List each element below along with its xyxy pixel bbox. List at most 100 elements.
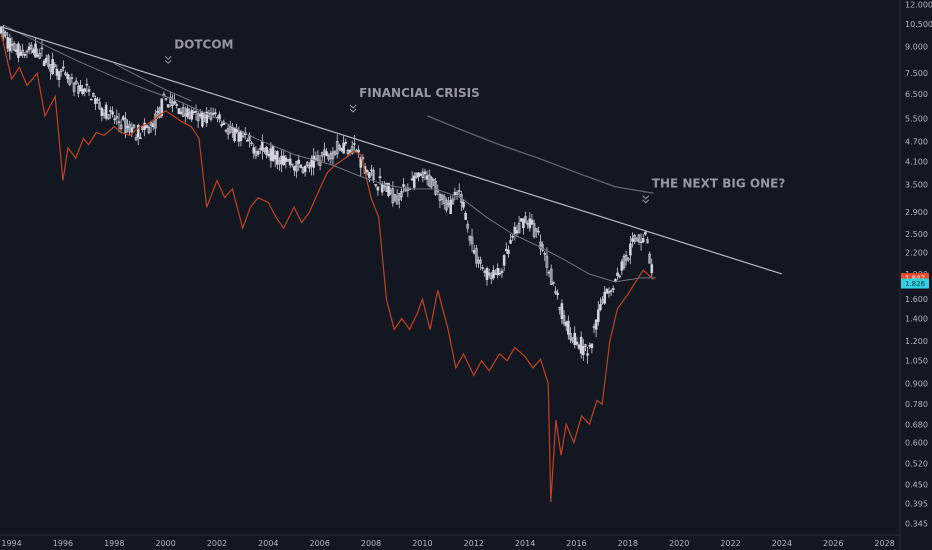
candle-body — [498, 272, 502, 275]
candle-body — [417, 172, 420, 178]
y-tick-label: 4.700 — [905, 138, 928, 147]
candle-body — [256, 150, 260, 155]
candle-body — [126, 126, 129, 129]
candle-body — [348, 149, 352, 153]
candle-body — [611, 288, 615, 290]
candle-body — [387, 182, 390, 196]
candle-body — [261, 141, 264, 151]
candle-body — [594, 319, 598, 330]
candle-body — [376, 186, 380, 191]
candle-body — [106, 114, 110, 120]
candle-body — [374, 183, 378, 186]
x-tick-label: 2012 — [464, 539, 484, 548]
candle-body — [32, 49, 35, 53]
price-tag-text: 1.826 — [905, 280, 926, 288]
candle-body — [70, 77, 74, 79]
candle-body — [485, 267, 489, 280]
candle-body — [154, 113, 157, 129]
candle-body — [196, 113, 200, 122]
candle-body — [265, 146, 268, 156]
plot-area[interactable] — [0, 24, 783, 502]
candle-body — [492, 270, 495, 279]
candle-body — [297, 159, 301, 164]
candle-body — [470, 236, 474, 245]
candle-body — [479, 259, 482, 264]
candle-body — [588, 345, 592, 347]
candle-body — [295, 160, 298, 172]
candle-body — [549, 268, 553, 285]
candle-body — [23, 53, 27, 56]
candle-body — [177, 108, 181, 115]
candle-body — [166, 104, 170, 108]
y-tick-label: 0.600 — [905, 439, 928, 448]
x-tick-label: 2028 — [874, 539, 894, 548]
x-tick-label: 2026 — [823, 539, 843, 548]
candle-body — [646, 239, 649, 244]
candle-body — [641, 238, 645, 243]
candle-body — [55, 68, 59, 76]
candle-body — [312, 155, 315, 168]
candle-body — [573, 332, 577, 346]
y-tick-label: 3.500 — [905, 181, 928, 190]
candle-body — [515, 230, 519, 234]
candle-body — [560, 303, 564, 319]
candle-body — [186, 108, 189, 117]
y-tick-label: 0.395 — [905, 500, 928, 509]
candle-body — [273, 154, 277, 160]
y-tick-label: 2.900 — [905, 208, 928, 217]
candle-body — [147, 126, 151, 134]
candle-body — [648, 253, 651, 264]
candle-body — [472, 250, 476, 254]
candle-body — [618, 275, 621, 278]
candle-body — [252, 147, 256, 154]
x-tick-label: 2008 — [361, 539, 381, 548]
candle-body — [502, 255, 506, 266]
candle-body — [453, 192, 457, 196]
candle-body — [487, 272, 491, 276]
x-tick-label: 1998 — [104, 539, 124, 548]
candle-body — [0, 26, 3, 34]
chevron-down-icon — [164, 55, 172, 65]
candle-body — [81, 88, 84, 94]
y-tick-label: 4.100 — [905, 157, 928, 166]
candle-body — [445, 199, 448, 211]
candle-body — [211, 113, 215, 115]
candle-body — [85, 83, 89, 86]
candle-body — [91, 93, 95, 98]
candle-body — [318, 160, 322, 166]
candle-body — [282, 155, 286, 166]
time-axis[interactable]: 1994 1996 1998 2000 2002 2004 2006 2008 2010 2012… — [1, 539, 894, 548]
candle-body — [139, 137, 142, 139]
annotations: DOTCOM FINANCIAL CRISIS THE NEXT BIG ONE? — [164, 37, 786, 204]
y-tick-label: 0.680 — [905, 420, 928, 429]
annotation-label: THE NEXT BIG ONE? — [652, 177, 786, 191]
candle-body — [87, 89, 91, 92]
candle-body — [17, 43, 20, 58]
y-tick-label: 1.050 — [905, 357, 928, 366]
y-tick-label: 6.500 — [905, 90, 928, 99]
candle-body — [543, 252, 547, 255]
candle-body — [134, 137, 138, 141]
candle-body — [517, 222, 521, 234]
candle-body — [556, 292, 559, 296]
candle-body — [624, 254, 628, 261]
candle-body — [109, 110, 112, 112]
y-tick-label: 2.200 — [905, 249, 928, 258]
candle-body — [136, 125, 140, 138]
y-tick-label: 0.520 — [905, 459, 928, 468]
candle-body — [378, 176, 382, 179]
candle-body — [434, 181, 437, 195]
candle-body — [284, 157, 288, 162]
candle-body — [569, 333, 572, 340]
candle-body — [633, 234, 636, 242]
candle-body — [194, 110, 198, 113]
candle-body — [519, 218, 523, 222]
candle-body — [365, 170, 369, 173]
candle-body — [64, 72, 67, 76]
candle-body — [596, 309, 600, 322]
candle-body — [117, 121, 121, 124]
candle-body — [74, 80, 78, 84]
candle-body — [481, 267, 485, 269]
trendline[interactable] — [1, 26, 783, 275]
